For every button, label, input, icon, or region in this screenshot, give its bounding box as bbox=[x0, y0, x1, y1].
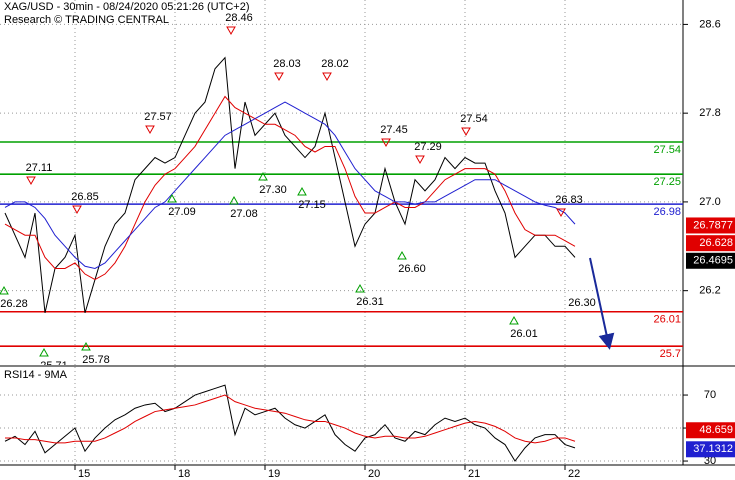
low-marker bbox=[0, 285, 9, 295]
price-marker-label: 26.4695 bbox=[693, 255, 733, 267]
rsi-title: RSI14 - 9MA bbox=[4, 369, 68, 381]
low-label: 27.09 bbox=[168, 206, 196, 218]
price-marker bbox=[686, 441, 735, 458]
high-label: 27.54 bbox=[460, 113, 488, 125]
high-marker bbox=[274, 72, 284, 82]
x-tick-label: 22 bbox=[568, 468, 580, 480]
series-line bbox=[4, 56, 576, 314]
y-tick-label: 26.2 bbox=[699, 285, 720, 297]
price-panel: 27.54 27.25 26.98 26.01 25.7 28.46 28.03 28.02 2… bbox=[0, 0, 683, 372]
high-marker bbox=[381, 138, 391, 148]
low-marker bbox=[509, 315, 519, 325]
chart-title: XAG/USD - 30min - 08/24/2020 05:21:26 (U… bbox=[4, 1, 249, 13]
series-line bbox=[4, 384, 576, 462]
low-label: 25.71 bbox=[40, 360, 68, 372]
low-label: 26.30 bbox=[568, 297, 596, 309]
y-tick-label: 27.8 bbox=[699, 107, 720, 119]
x-tick-label: 21 bbox=[468, 468, 480, 480]
level-label: 27.25 bbox=[653, 176, 681, 188]
high-marker bbox=[415, 155, 425, 165]
high-marker bbox=[226, 26, 236, 36]
high-marker bbox=[322, 72, 332, 82]
high-label: 28.02 bbox=[321, 58, 349, 70]
low-marker bbox=[258, 171, 268, 181]
x-tick-label: 19 bbox=[268, 468, 280, 480]
x-tick-label: 20 bbox=[368, 468, 380, 480]
y-tick-label: 27.0 bbox=[699, 196, 720, 208]
level-label: 26.98 bbox=[653, 206, 681, 218]
level-label: 27.54 bbox=[653, 144, 681, 156]
price-marker-label: 26.7877 bbox=[693, 219, 733, 231]
high-label: 28.46 bbox=[225, 12, 253, 24]
series-line bbox=[4, 95, 576, 281]
rsi-panel bbox=[0, 367, 683, 465]
high-label: 27.57 bbox=[144, 111, 172, 123]
low-marker bbox=[355, 283, 365, 293]
x-tick-label: 15 bbox=[78, 468, 90, 480]
low-label: 27.30 bbox=[259, 184, 287, 196]
price-marker-label: 48.659 bbox=[699, 424, 733, 436]
low-marker bbox=[81, 341, 91, 351]
forecast-arrow bbox=[589, 257, 615, 350]
low-label: 26.31 bbox=[356, 296, 384, 308]
y-tick-label: 28.6 bbox=[699, 18, 720, 30]
low-marker bbox=[167, 193, 177, 203]
price-marker bbox=[686, 422, 735, 439]
low-marker bbox=[229, 195, 239, 205]
low-label: 27.08 bbox=[230, 208, 258, 220]
high-label: 26.83 bbox=[555, 194, 583, 206]
high-label: 26.85 bbox=[71, 191, 99, 203]
low-marker bbox=[397, 250, 407, 260]
y-tick-label: 30 bbox=[704, 455, 716, 467]
low-marker bbox=[39, 347, 49, 357]
price-marker bbox=[686, 217, 735, 234]
high-marker bbox=[461, 127, 471, 137]
high-label: 27.11 bbox=[26, 162, 53, 174]
low-label: 27.15 bbox=[298, 199, 326, 211]
high-marker bbox=[26, 176, 36, 186]
high-marker bbox=[556, 208, 566, 218]
price-marker bbox=[686, 252, 735, 269]
high-marker bbox=[145, 125, 155, 135]
low-marker bbox=[297, 186, 307, 196]
level-label: 25.7 bbox=[660, 348, 681, 360]
high-label: 27.29 bbox=[414, 141, 442, 153]
low-label: 26.28 bbox=[0, 298, 28, 310]
overlay: 26.227.027.828.626.787726.62826.46953050… bbox=[74, 18, 735, 480]
high-label: 27.45 bbox=[380, 124, 408, 136]
series-line bbox=[5, 394, 576, 444]
chart-subtitle: Research © TRADING CENTRAL bbox=[4, 14, 169, 26]
high-label: 28.03 bbox=[273, 58, 301, 70]
series-line bbox=[4, 101, 576, 270]
price-marker bbox=[686, 235, 735, 252]
y-tick-label: 70 bbox=[704, 389, 716, 401]
level-label: 26.01 bbox=[653, 314, 681, 326]
low-label: 25.78 bbox=[82, 354, 110, 366]
low-label: 26.01 bbox=[510, 328, 538, 340]
high-marker bbox=[72, 205, 82, 215]
price-marker-label: 37.1312 bbox=[693, 443, 733, 455]
x-tick-label: 18 bbox=[178, 468, 190, 480]
low-label: 26.60 bbox=[398, 263, 426, 275]
price-marker-label: 26.628 bbox=[699, 237, 733, 249]
